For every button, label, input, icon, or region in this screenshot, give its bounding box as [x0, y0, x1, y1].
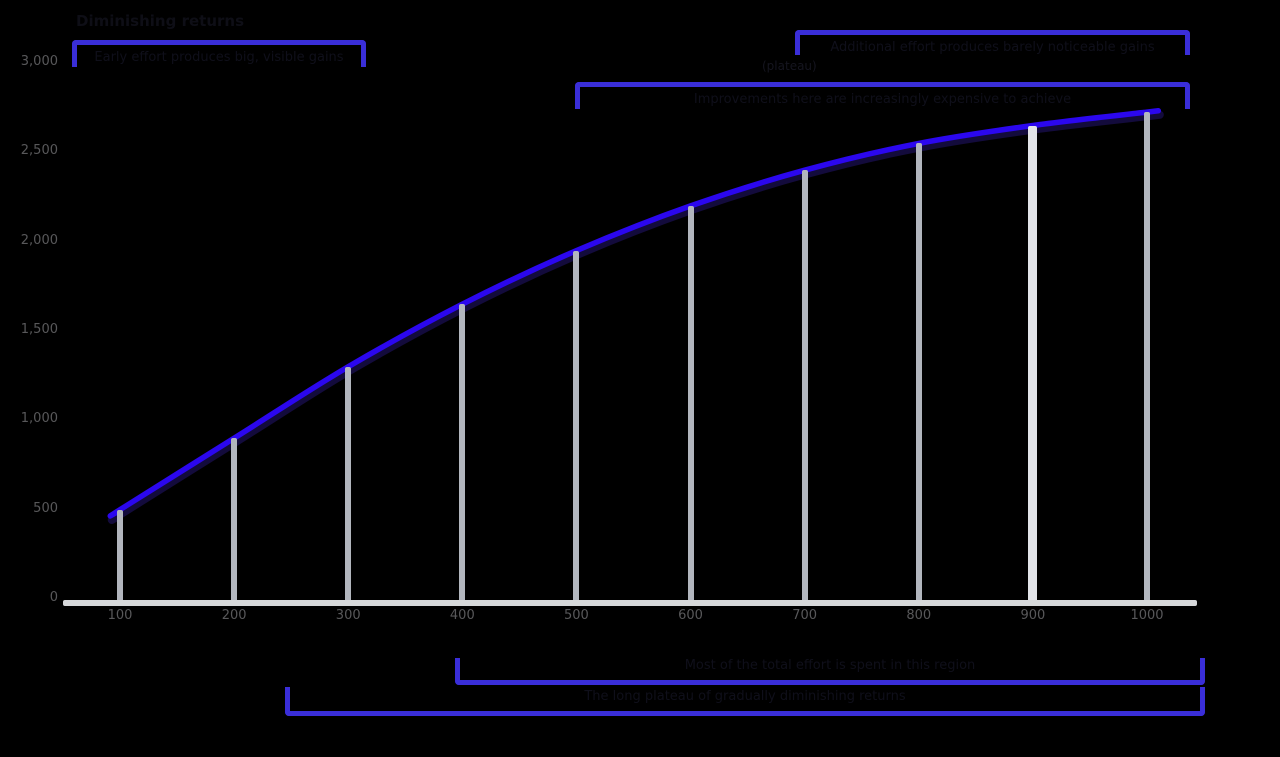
y-tick-label: 3,000: [20, 54, 58, 69]
stem: [117, 509, 123, 602]
bracket-top-long: Improvements here are increasingly expen…: [575, 82, 1190, 109]
x-tick-label: 800: [906, 608, 932, 623]
bracket-bottom-inner-label: Most of the total effort is spent in thi…: [684, 658, 976, 673]
stem: [573, 250, 580, 602]
x-tick-label: 300: [335, 608, 361, 623]
x-tick-label: 900: [1020, 608, 1046, 623]
chart-title: Diminishing returns: [76, 12, 244, 30]
bracket-top-right: Additional effort produces barely notice…: [795, 30, 1190, 55]
x-tick-label: 500: [564, 608, 589, 623]
y-tick-label: 1,500: [20, 322, 58, 337]
x-tick-label: 100: [107, 608, 133, 623]
y-tick-label: 1,000: [20, 411, 58, 427]
bracket-top-left: Early effort produces big, visible gains: [72, 40, 366, 67]
stem: [801, 170, 808, 602]
x-tick-label: 700: [792, 608, 818, 623]
bracket-bottom-inner: Most of the total effort is spent in thi…: [455, 658, 1205, 685]
y-tick-label: 500: [33, 500, 58, 516]
y-tick-label: 0: [49, 590, 58, 605]
curve-line: [107, 108, 1161, 519]
stem: [345, 366, 352, 602]
stem-highlighted: [1028, 125, 1038, 602]
bracket-top-long-label: Improvements here are increasingly expen…: [693, 92, 1072, 107]
stem: [459, 304, 466, 602]
y-tick-label: 2,000: [20, 232, 58, 248]
x-tick-label: 200: [221, 608, 247, 623]
x-tick-label: 1000: [1130, 608, 1164, 623]
stem: [915, 143, 922, 602]
bracket-top-left-label: Early effort produces big, visible gains: [94, 50, 344, 65]
x-axis-line: [63, 600, 1197, 606]
y-tick-label: 2,500: [20, 143, 58, 159]
bracket-bottom-outer-label: The long plateau of gradually diminishin…: [584, 689, 906, 704]
bracket-top-right-label: Additional effort produces barely notice…: [830, 40, 1155, 55]
stem: [1144, 112, 1150, 602]
bracket-bottom-outer: The long plateau of gradually diminishin…: [285, 687, 1205, 716]
stem: [687, 205, 694, 602]
stem: [231, 438, 238, 602]
side-note: (plateau): [762, 59, 817, 73]
x-tick-label: 400: [449, 608, 475, 623]
x-tick-label: 600: [678, 608, 703, 623]
curve-glow: [107, 110, 1164, 524]
